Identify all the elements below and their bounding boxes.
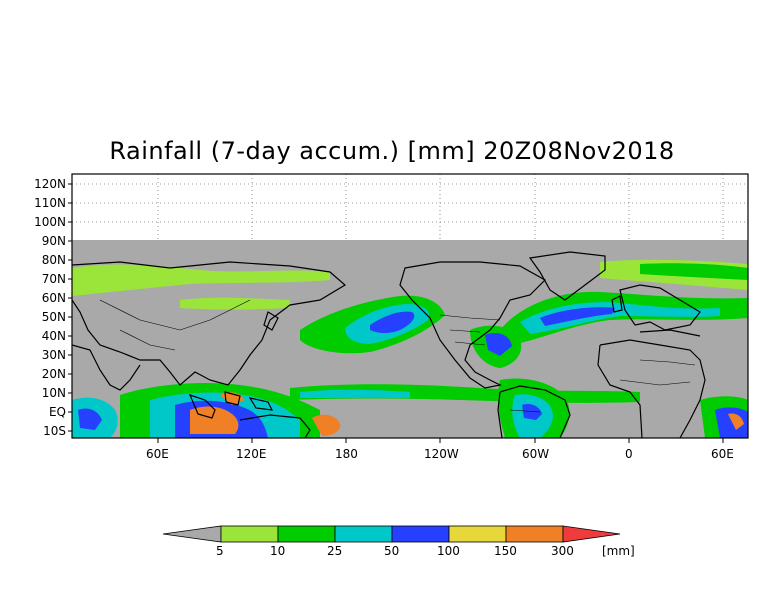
- country-borders: [99, 299, 696, 413]
- lon-label: 180: [335, 447, 358, 461]
- lat-label: 40N: [41, 329, 66, 343]
- lat-label: 80N: [41, 253, 66, 267]
- precip-patch: [500, 291, 748, 345]
- colorbar-label: 10: [270, 544, 286, 558]
- precip-patch: [370, 311, 415, 333]
- lat-label: 110N: [34, 196, 66, 210]
- colorbar-swatch: [277, 525, 336, 543]
- colorbar-label: 300: [551, 544, 574, 558]
- lon-label: 120W: [424, 447, 459, 461]
- colorbar-units: [mm]: [602, 544, 635, 558]
- precip-patch: [522, 404, 542, 420]
- lat-label: 10N: [41, 386, 66, 400]
- precip-patch: [78, 408, 102, 430]
- colorbar-label: 50: [384, 544, 400, 558]
- map-title: Rainfall (7-day accum.) [mm] 20Z08Nov201…: [109, 137, 675, 165]
- plot-frame: [71, 173, 749, 439]
- lat-label: 50N: [41, 310, 66, 324]
- colorbar-swatch: [391, 525, 450, 543]
- lon-ticks: [157, 438, 724, 443]
- precip-field: [72, 240, 748, 438]
- lat-label: 120N: [34, 177, 66, 191]
- precip-patch: [540, 307, 615, 326]
- lon-label: 60W: [522, 447, 550, 461]
- lat-label: 100N: [34, 215, 66, 229]
- colorbar: [162, 525, 621, 543]
- lat-label: 90N: [41, 234, 66, 248]
- precip-patch: [180, 297, 290, 310]
- precip-patch: [640, 263, 748, 280]
- lat-label: 30N: [41, 348, 66, 362]
- plot-area-upper: [72, 174, 748, 240]
- precip-patch: [190, 406, 239, 434]
- coastlines: [72, 251, 706, 438]
- precip-patch: [312, 414, 341, 436]
- lat-label: 60N: [41, 291, 66, 305]
- lat-ticks: [68, 183, 72, 432]
- precip-patch: [715, 407, 748, 438]
- lon-label: 120E: [236, 447, 267, 461]
- colorbar-swatch: [505, 525, 564, 543]
- precip-patch: [485, 333, 512, 356]
- lat-label: 20N: [41, 367, 66, 381]
- colorbar-swatch: [448, 525, 507, 543]
- colorbar-label: 100: [437, 544, 460, 558]
- precip-patch: [72, 264, 330, 296]
- grid-lines: [72, 174, 748, 240]
- lon-label: 0: [625, 447, 633, 461]
- colorbar-over-triangle: [562, 525, 621, 543]
- lat-label: EQ: [48, 405, 66, 419]
- lon-label: 60E: [146, 447, 169, 461]
- precip-patch: [728, 413, 744, 430]
- colorbar-swatch: [220, 525, 279, 543]
- colorbar-swatch: [334, 525, 393, 543]
- precip-patch: [300, 389, 410, 398]
- lon-label: 60E: [711, 447, 734, 461]
- lat-label: 10S: [43, 424, 66, 438]
- colorbar-label: 150: [494, 544, 517, 558]
- colorbar-label: 5: [216, 544, 224, 558]
- colorbar-label: 25: [327, 544, 343, 558]
- lat-label: 70N: [41, 272, 66, 286]
- colorbar-under-triangle: [162, 525, 222, 543]
